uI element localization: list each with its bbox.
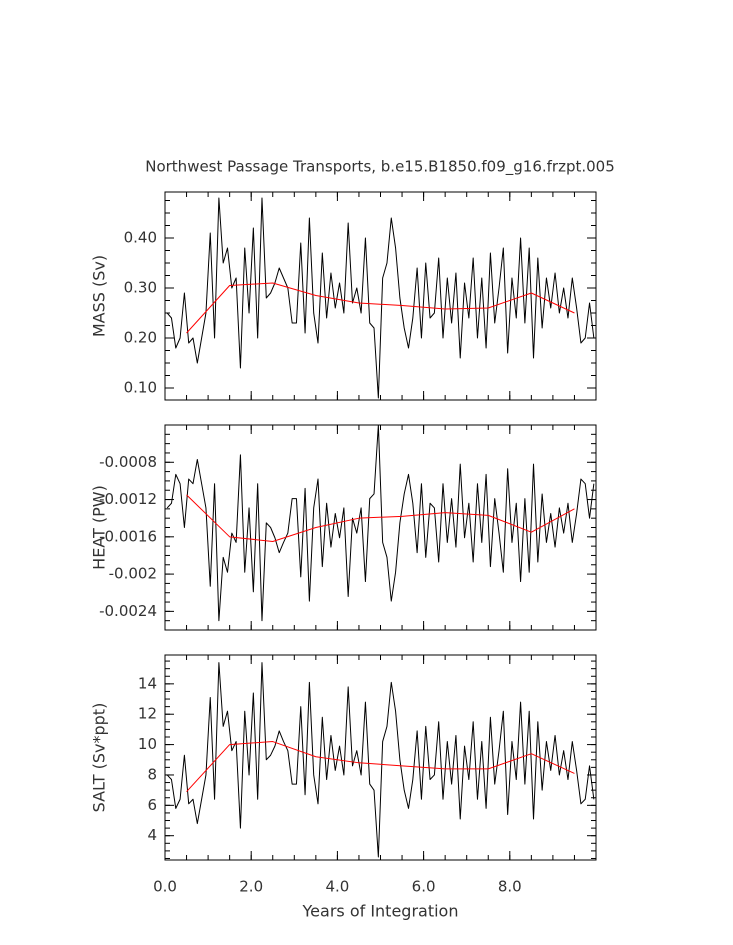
y-axis-label: HEAT (PW) (90, 485, 109, 570)
y-tick-label: -0.002 (109, 565, 157, 583)
x-tick-label: 4.0 (325, 878, 349, 896)
chart-title: Northwest Passage Transports, b.e15.B185… (145, 158, 615, 177)
data-line (166, 197, 595, 399)
data-line (186, 741, 575, 793)
x-tick-label: 8.0 (498, 878, 522, 896)
y-axis-label: SALT (Sv*ppt) (90, 703, 109, 813)
y-tick-label: 4 (147, 826, 157, 844)
y-tick-label: -0.0024 (99, 602, 157, 620)
y-tick-label: 6 (147, 796, 157, 814)
data-line (166, 662, 595, 858)
y-tick-label: -0.0008 (99, 453, 157, 471)
x-tick-label: 2.0 (239, 878, 263, 896)
x-axis-label: Years of Integration (302, 902, 459, 921)
y-tick-label: 12 (138, 705, 157, 723)
data-line (186, 494, 575, 542)
y-tick-label: 14 (138, 674, 157, 692)
y-tick-label: -0.0012 (99, 490, 157, 508)
data-line (166, 424, 595, 622)
y-tick-label: 0.40 (124, 229, 157, 247)
y-tick-label: 8 (147, 765, 157, 783)
x-tick-label: 0.0 (153, 878, 177, 896)
y-tick-label: 0.20 (124, 329, 157, 347)
y-axis-label: MASS (Sv) (90, 255, 109, 337)
y-tick-label: 0.30 (124, 279, 157, 297)
y-tick-label: 0.10 (124, 379, 157, 397)
x-tick-label: 6.0 (412, 878, 436, 896)
data-line (186, 282, 575, 334)
y-tick-label: 10 (138, 735, 157, 753)
y-tick-label: -0.0016 (99, 527, 157, 545)
